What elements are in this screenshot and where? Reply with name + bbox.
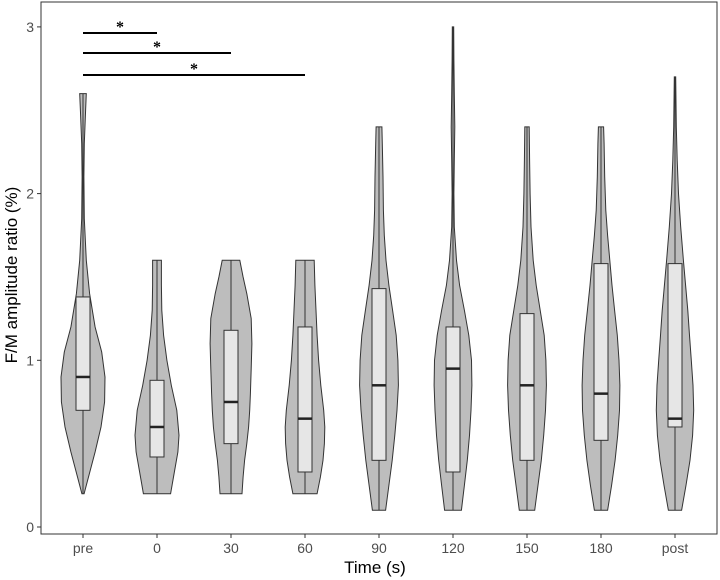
box-90 (371, 288, 387, 461)
y-tick-label: 2 (26, 186, 34, 202)
box-180 (593, 263, 609, 441)
significance-star: * (190, 61, 198, 78)
box-30 (223, 329, 239, 445)
x-tick-label-180: 180 (589, 540, 613, 556)
x-tick-label-120: 120 (441, 540, 465, 556)
x-tick-label-30: 30 (223, 540, 239, 556)
x-tick-label-90: 90 (371, 540, 387, 556)
box-150 (519, 313, 535, 461)
y-tick-label: 0 (26, 519, 34, 535)
x-tick-label-60: 60 (297, 540, 313, 556)
significance-star: * (153, 39, 161, 56)
box-120 (445, 326, 461, 473)
significance-star: * (116, 19, 124, 36)
y-axis-title: F/M amplitude ratio (%) (2, 187, 21, 364)
y-tick-label: 3 (26, 19, 34, 35)
box-post (667, 263, 683, 428)
x-tick-label-pre: pre (73, 540, 93, 556)
x-tick-label-0: 0 (153, 540, 161, 556)
box-0 (149, 379, 165, 458)
y-tick-label: 1 (26, 352, 34, 368)
box-60 (297, 326, 313, 473)
x-tick-label-post: post (662, 540, 689, 556)
plot-area: 0 1 2 3 pre 0 30 60 90 120 150 180 post * * * (26, 1, 718, 556)
box-pre (75, 296, 91, 411)
x-axis-title: Time (s) (344, 558, 406, 577)
x-tick-label-150: 150 (515, 540, 539, 556)
